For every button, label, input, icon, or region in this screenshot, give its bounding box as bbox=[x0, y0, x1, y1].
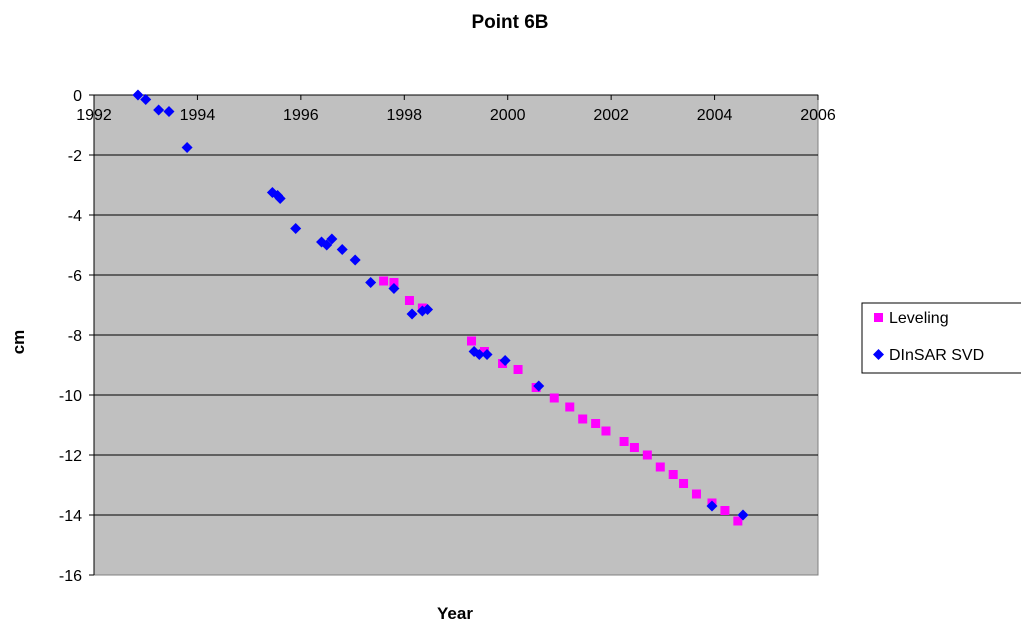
dinsar-svd-point bbox=[706, 500, 718, 512]
leveling-point bbox=[619, 437, 629, 446]
y-tick-label: -14 bbox=[59, 508, 82, 525]
dinsar-svd-point bbox=[422, 304, 434, 315]
leveling-point bbox=[404, 296, 414, 305]
dinsar-svd-point bbox=[388, 283, 400, 294]
leveling-point bbox=[679, 479, 689, 488]
y-tick-label: -8 bbox=[68, 328, 82, 345]
y-tick-label: -12 bbox=[59, 448, 82, 465]
x-tick-label: 1994 bbox=[180, 107, 216, 124]
data-points bbox=[132, 89, 749, 526]
y-tick-label: 0 bbox=[73, 88, 82, 105]
dinsar-svd-point bbox=[406, 308, 418, 320]
chart-title: Point 6B bbox=[471, 12, 548, 33]
leveling-point bbox=[578, 414, 588, 424]
x-tick-label: 1996 bbox=[283, 107, 319, 124]
gridlines bbox=[94, 154, 818, 516]
dinsar-svd-point bbox=[737, 509, 749, 521]
legend-marker-dinsar-svd bbox=[873, 349, 884, 360]
y-tick-label: -16 bbox=[59, 568, 82, 585]
dinsar-svd-point bbox=[533, 380, 545, 392]
y-tick-label: -2 bbox=[68, 148, 82, 165]
leveling-point bbox=[642, 450, 652, 460]
leveling-point bbox=[591, 419, 601, 428]
leveling-point bbox=[691, 489, 701, 499]
leveling-point bbox=[733, 516, 743, 526]
dinsar-svd-point bbox=[290, 223, 302, 234]
dinsar-svd-point bbox=[365, 277, 377, 288]
x-tick-label: 1992 bbox=[76, 107, 112, 124]
dinsar-svd-point bbox=[321, 239, 333, 251]
leveling-point bbox=[513, 365, 523, 374]
leveling-point bbox=[549, 393, 559, 403]
x-tick-label: 2006 bbox=[800, 107, 836, 124]
leveling-point bbox=[479, 347, 489, 356]
dinsar-svd-point bbox=[181, 142, 193, 153]
y-axis: 0 -2 -4 -6 -8 -10 -12 -14 -16 bbox=[59, 88, 95, 585]
leveling-point bbox=[720, 506, 730, 515]
leveling-point bbox=[467, 336, 477, 346]
dinsar-svd-point bbox=[481, 349, 493, 360]
legend-label-leveling: Leveling bbox=[889, 310, 949, 327]
dinsar-svd-point bbox=[326, 233, 338, 245]
x-tick-label: 2004 bbox=[697, 107, 733, 124]
leveling-point bbox=[668, 470, 678, 479]
x-tick-label: 1998 bbox=[386, 107, 422, 124]
series-dinsar-svd bbox=[132, 89, 749, 521]
leveling-point bbox=[389, 278, 399, 287]
y-tick-label: -4 bbox=[68, 208, 82, 225]
dinsar-svd-point bbox=[274, 193, 286, 204]
dinsar-svd-point bbox=[132, 89, 144, 101]
y-tick-label: -10 bbox=[59, 388, 82, 405]
leveling-point bbox=[629, 443, 639, 452]
dinsar-svd-point bbox=[336, 244, 348, 255]
legend-marker-leveling bbox=[874, 313, 883, 322]
legend-label-dinsar-svd: DInSAR SVD bbox=[889, 347, 984, 364]
dinsar-svd-point bbox=[349, 254, 361, 266]
dinsar-svd-point bbox=[163, 106, 175, 117]
leveling-point bbox=[655, 462, 665, 472]
x-axis-title: Year bbox=[437, 604, 473, 623]
leveling-point bbox=[379, 276, 389, 286]
dinsar-svd-point bbox=[153, 104, 165, 116]
x-tick-label: 2000 bbox=[490, 107, 526, 124]
x-tick-label: 2002 bbox=[593, 107, 629, 124]
x-axis: 1992 1994 1996 1998 2000 2002 2004 2006 bbox=[76, 94, 836, 124]
dinsar-svd-point bbox=[140, 94, 152, 105]
y-tick-label: -6 bbox=[68, 268, 82, 285]
leveling-point bbox=[601, 426, 611, 436]
dinsar-svd-point bbox=[499, 355, 511, 366]
leveling-point bbox=[498, 359, 508, 368]
leveling-point bbox=[565, 402, 575, 412]
legend-box bbox=[861, 302, 1021, 374]
legend: Leveling DInSAR SVD bbox=[861, 302, 1021, 374]
dinsar-svd-point bbox=[473, 349, 485, 360]
y-axis-title: cm bbox=[9, 330, 28, 355]
